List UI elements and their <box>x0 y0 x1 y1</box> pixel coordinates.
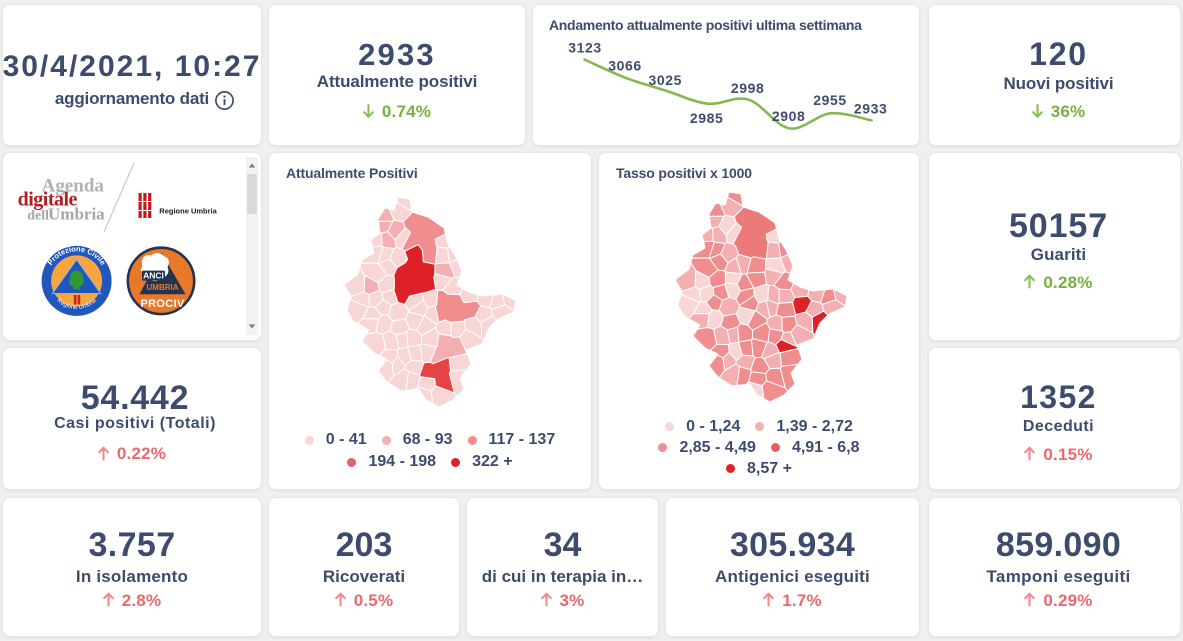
svg-text:digitale: digitale <box>18 189 78 211</box>
svg-text:Agenda: Agenda <box>42 176 105 197</box>
svg-text:Regione Umbria: Regione Umbria <box>159 207 217 216</box>
svg-text:PROCIV: PROCIV <box>141 298 185 310</box>
svg-text:2955: 2955 <box>813 92 847 108</box>
svg-text:2985: 2985 <box>690 110 724 126</box>
svg-text:UMBRIA: UMBRIA <box>147 283 179 292</box>
svg-text:3123: 3123 <box>568 39 602 55</box>
svg-text:dell’: dell’ <box>27 209 53 224</box>
svg-text:2933: 2933 <box>854 101 888 117</box>
svg-text:2908: 2908 <box>772 108 806 124</box>
svg-text:Umbria: Umbria <box>48 205 105 224</box>
svg-text:ANCI: ANCI <box>143 271 164 281</box>
svg-text:3066: 3066 <box>608 57 642 73</box>
svg-text:3025: 3025 <box>649 72 683 88</box>
svg-text:2998: 2998 <box>731 80 765 96</box>
